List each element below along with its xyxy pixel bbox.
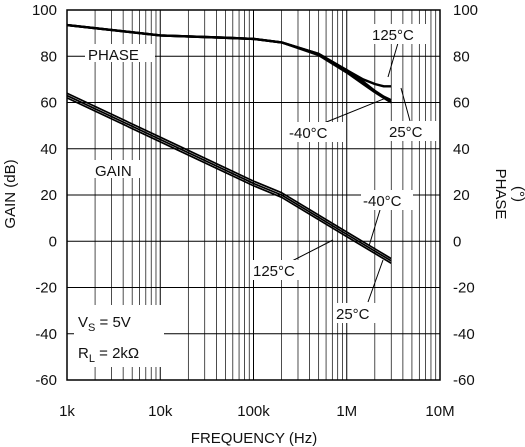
gain-label-bg [93, 160, 143, 178]
y-tick-label-left: -40 [35, 326, 57, 343]
leader-lines [289, 42, 411, 303]
gain-curve-neg40c [66, 92, 392, 260]
y-axis-title-right: PHASE [492, 169, 509, 220]
gain-neg40-label-bg [361, 190, 413, 210]
y-tick-label-left: 80 [40, 48, 57, 65]
y-tick-label-left: 60 [40, 95, 57, 112]
y-tick-label-right: 40 [453, 141, 470, 158]
gain-125-label: 125°C [253, 263, 295, 280]
gain-neg40-label: -40°C [363, 193, 402, 210]
y-tick-label-right: 100 [453, 2, 478, 19]
y-axis-title-left: GAIN (dB) [2, 159, 19, 228]
y-tick-label-right: 20 [453, 187, 470, 204]
y-tick-label-left: -60 [35, 372, 57, 389]
leader-phase-125 [387, 42, 399, 78]
gain-label: GAIN [95, 163, 132, 180]
phase-25-label-bg [387, 121, 437, 141]
x-tick-label: 1k [59, 403, 75, 420]
y-tick-label-right: -40 [453, 326, 475, 343]
leader-gain-125 [289, 239, 334, 263]
y-tick-label-right: 0 [453, 233, 461, 250]
x-axis-title: FREQUENCY (Hz) [191, 430, 317, 447]
phase-label: PHASE [88, 47, 139, 64]
y-tick-label-right: 60 [453, 95, 470, 112]
y-axis-title-right-unit: (°) [510, 186, 525, 202]
leader-gain-25 [367, 259, 384, 303]
rl-symbol: R [78, 345, 89, 362]
rl-condition: RL = 2kΩ [78, 345, 139, 365]
x-tick-label: 1M [336, 403, 357, 420]
y-tick-label-left: -20 [35, 280, 57, 297]
phase-125-label: 125°C [372, 27, 414, 44]
gain-curve-25c [66, 94, 392, 262]
curves [66, 23, 392, 264]
gain-25-label: 25°C [336, 306, 370, 323]
phase-curve-neg40c [66, 23, 392, 104]
leader-gain-neg40 [368, 209, 381, 247]
plot-frame [66, 9, 441, 381]
gain-curve-125c [66, 97, 392, 264]
vs-condition: VS = 5V [78, 314, 131, 334]
rl-subscript: L [89, 353, 95, 365]
leader-phase-neg40 [323, 97, 387, 124]
y-tick-label-left: 20 [40, 187, 57, 204]
phase-neg40-label-bg [287, 122, 343, 142]
x-tick-label: 10k [148, 403, 173, 420]
y-tick-label-left: 40 [40, 141, 57, 158]
y-tick-label-right: 80 [453, 48, 470, 65]
y-tick-label-right: -60 [453, 372, 475, 389]
phase-label-bg [85, 44, 155, 62]
x-tick-label: 10M [425, 403, 454, 420]
rl-value: = 2kΩ [95, 345, 139, 362]
conditions-box-bg [74, 305, 164, 367]
vs-value: = 5V [95, 314, 130, 331]
phase-neg40-label: -40°C [289, 125, 328, 142]
grid [66, 9, 441, 381]
x-tick-label: 100k [237, 403, 270, 420]
phase-125-label-bg [369, 24, 427, 44]
tick-labels: 1k 10k 100k 1M 10M -60 -60 -40 -40 -20 -20 0 0 20 20 40… [32, 2, 478, 420]
vs-subscript: S [88, 322, 95, 334]
gain-125-label-bg [251, 260, 309, 280]
gain-25-label-bg [334, 303, 386, 323]
phase-25-label: 25°C [389, 124, 423, 141]
vs-symbol: V [78, 314, 88, 331]
leader-phase-25 [400, 87, 411, 122]
y-tick-label-right: -20 [453, 280, 475, 297]
y-tick-label-left: 0 [49, 233, 57, 250]
y-tick-label-left: 100 [32, 2, 57, 19]
